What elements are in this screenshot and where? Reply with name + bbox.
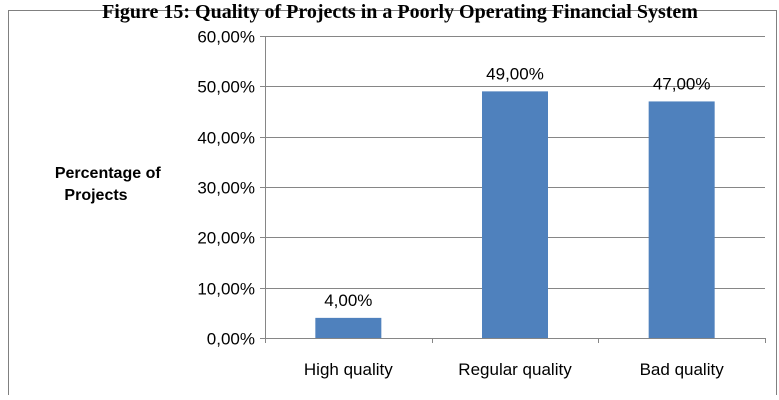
bar — [648, 101, 715, 338]
y-tick-label: 10,00% — [197, 280, 255, 299]
y-tick-label: 30,00% — [197, 179, 255, 198]
x-axis-categories: High quality Regular quality Bad quality — [265, 338, 766, 379]
y-axis-label: Percentage of Projects — [55, 165, 165, 204]
data-label: 4,00% — [324, 291, 372, 310]
y-axis-ticks: 0,00% 10,00% 20,00% 30,00% 40,00% 50,00% 60,00… — [197, 28, 265, 349]
y-tick-label: 20,00% — [197, 229, 255, 248]
y-axis-label-line-1: Percentage of — [55, 165, 161, 182]
chart-title: Figure 15: Quality of Projects in a Poor… — [102, 1, 698, 23]
bar — [315, 317, 382, 338]
chart-border — [8, 10, 777, 400]
x-category-label: Regular quality — [458, 360, 572, 379]
y-axis-label-line-2: Projects — [64, 187, 127, 204]
data-labels: 4,00% 49,00% 47,00% — [324, 64, 710, 310]
y-tick-label: 60,00% — [197, 28, 255, 47]
data-label: 47,00% — [653, 74, 711, 93]
bar — [482, 91, 548, 338]
bars — [315, 91, 715, 338]
y-tick-label: 50,00% — [197, 78, 255, 97]
x-category-label: Bad quality — [640, 360, 725, 379]
y-tick-label: 0,00% — [207, 330, 255, 349]
data-label: 49,00% — [486, 64, 544, 83]
y-tick-label: 40,00% — [197, 129, 255, 148]
x-category-label: High quality — [304, 360, 393, 379]
